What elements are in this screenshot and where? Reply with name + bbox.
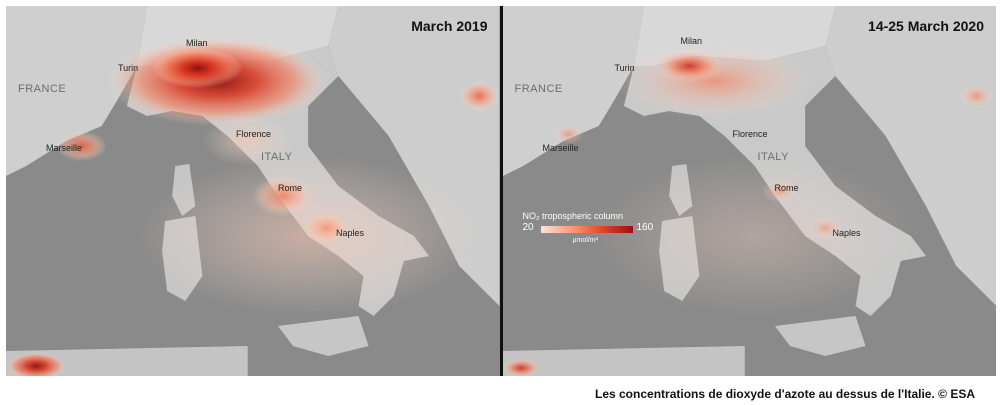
label-marseille: Marseille <box>542 143 579 153</box>
label-naples: Naples <box>832 228 861 238</box>
label-france: FRANCE <box>514 83 563 95</box>
label-rome: Rome <box>278 183 303 193</box>
no2-plume-milan <box>152 48 243 88</box>
no2-plume-balkan <box>459 81 500 111</box>
panel-title-2019: March 2019 <box>411 18 488 34</box>
label-rome: Rome <box>774 183 799 193</box>
label-france: FRANCE <box>18 83 67 95</box>
legend-unit: µmol/m² <box>572 237 598 244</box>
legend-title: NO₂ tropospheric column <box>522 211 624 221</box>
land-sicily <box>277 316 369 356</box>
no2-map-2019 <box>6 6 500 376</box>
figure-caption: Les concentrations de dioxyde d'azote au… <box>595 387 975 401</box>
legend-min: 20 <box>522 222 534 233</box>
legend-color-scale <box>540 226 633 233</box>
label-italy: ITALY <box>757 151 789 163</box>
label-naples: Naples <box>336 228 365 238</box>
map-panels: March 2019 FRANCE ITALY Milan Turin Mars… <box>6 6 996 376</box>
label-florence: Florence <box>732 129 768 139</box>
no2-map-2020 <box>502 6 996 376</box>
no2-legend: NO₂ tropospheric column 20 160 µmol/m² <box>517 211 654 251</box>
no2-plume-sea <box>136 156 480 316</box>
panel-title-2020: 14-25 March 2020 <box>868 18 984 34</box>
map-panel-2020: 14-25 March 2020 FRANCE ITALY Milan Turi… <box>502 6 996 376</box>
label-milan: Milan <box>680 36 703 46</box>
label-florence: Florence <box>236 129 272 139</box>
label-turin: Turin <box>614 63 635 73</box>
no2-plume-africa <box>6 352 67 376</box>
map-panel-2019: March 2019 FRANCE ITALY Milan Turin Mars… <box>6 6 500 376</box>
label-turin: Turin <box>118 63 139 73</box>
label-milan: Milan <box>186 38 208 48</box>
no2-plume-marseille <box>56 131 107 161</box>
label-italy: ITALY <box>261 151 293 163</box>
no2-plume-florence <box>202 116 294 166</box>
land-africa <box>6 346 248 376</box>
legend-max: 160 <box>636 222 654 233</box>
land-france <box>6 6 147 176</box>
label-marseille: Marseille <box>46 143 83 153</box>
